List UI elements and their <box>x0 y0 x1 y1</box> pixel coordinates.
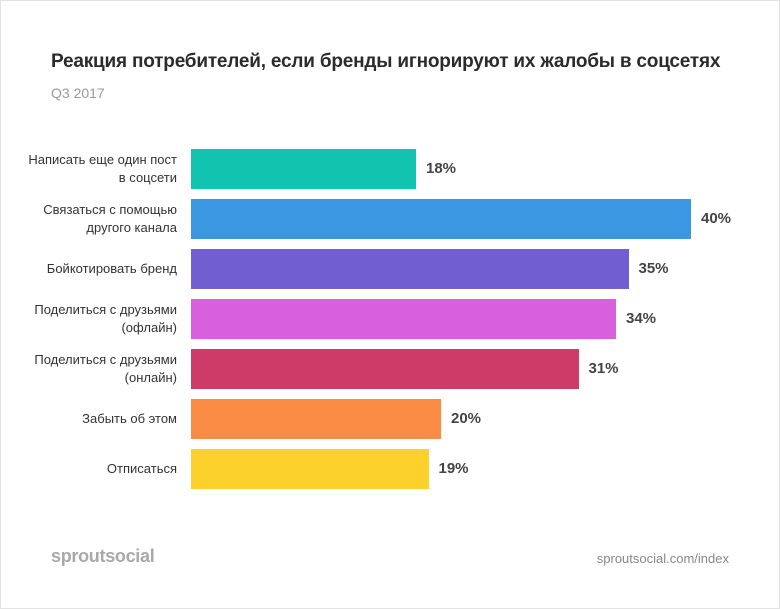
value-label: 20% <box>451 410 482 427</box>
bar <box>191 199 691 239</box>
value-label: 31% <box>588 360 619 377</box>
value-label: 34% <box>626 310 657 327</box>
bar <box>191 299 616 339</box>
category-label: Написать еще один пост в соцсети <box>28 152 177 185</box>
category-label: Бойкотировать бренд <box>46 261 177 276</box>
source: sproutsocial.com/index <box>596 551 729 566</box>
bar <box>191 449 429 489</box>
chart-title: Реакция потребителей, если бренды игнори… <box>51 51 721 72</box>
chart-subtitle: Q3 2017 <box>51 85 105 101</box>
bar <box>191 399 441 439</box>
category-label: Поделиться с друзьями (онлайн) <box>34 352 177 385</box>
value-label: 35% <box>638 260 669 277</box>
category-label: Отписаться <box>106 461 177 476</box>
brand-logo: sproutsocial <box>51 546 155 566</box>
value-label: 19% <box>438 460 469 477</box>
value-label: 40% <box>701 210 732 227</box>
value-label: 18% <box>426 160 457 177</box>
category-label: Забыть об этом <box>82 411 177 426</box>
bar <box>191 349 579 389</box>
bar <box>191 249 629 289</box>
category-label: Поделиться с друзьями (офлайн) <box>34 302 177 335</box>
category-label: Связаться с помощью другого канала <box>43 202 177 235</box>
bar <box>191 149 416 189</box>
